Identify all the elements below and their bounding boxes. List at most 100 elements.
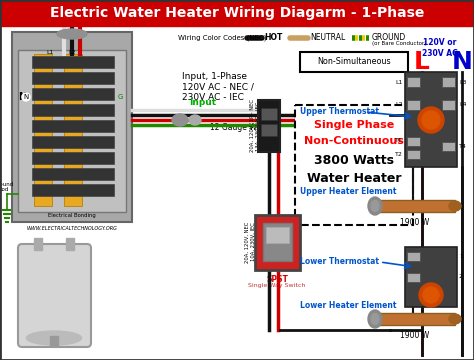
Bar [64,54,82,206]
Bar [407,137,420,146]
Text: L: L [414,50,430,74]
Bar [407,273,420,282]
Circle shape [422,111,440,129]
Text: L2: L2 [395,103,403,108]
Bar [407,252,420,261]
Bar [12,32,132,222]
Text: N: N [23,94,28,100]
Bar [32,152,114,164]
Ellipse shape [368,197,382,215]
Text: L1: L1 [68,14,76,20]
Text: 1900 W: 1900 W [401,218,429,227]
Bar [405,247,457,307]
Text: Single Phase: Single Phase [314,120,394,130]
Bar [18,50,126,212]
Text: L2: L2 [77,14,85,20]
Ellipse shape [371,201,379,211]
Bar [50,336,58,346]
Text: 12 Gauge Wire: 12 Gauge Wire [210,123,266,132]
Bar [407,100,420,110]
Ellipse shape [449,201,461,211]
Text: Upper Thermostat: Upper Thermostat [300,108,379,117]
Bar [263,223,292,261]
Bar [66,238,74,250]
Bar [266,227,289,243]
Text: N: N [452,50,473,74]
Text: Non-Continuous: Non-Continuous [304,136,404,146]
Text: T1: T1 [395,139,403,144]
Text: L1: L1 [396,80,403,85]
Ellipse shape [57,29,87,39]
Text: G: G [117,94,123,100]
Bar [407,77,420,87]
Text: Input, 1-Phase
120V AC - NEC /
230V AC - IEC: Input, 1-Phase 120V AC - NEC / 230V AC -… [182,72,254,102]
Ellipse shape [371,314,379,324]
Text: NEUTRAL: NEUTRAL [310,33,345,42]
FancyBboxPatch shape [18,244,91,347]
Bar [32,104,114,116]
Text: T4: T4 [459,144,467,148]
Bar [32,184,114,196]
Text: T2: T2 [395,152,403,157]
Text: (or Bare Conductor): (or Bare Conductor) [372,41,427,46]
Ellipse shape [189,115,201,125]
Text: Wiring Color Codes (NEC): Wiring Color Codes (NEC) [178,35,266,41]
Bar [375,200,455,212]
Ellipse shape [172,114,188,126]
Circle shape [423,287,439,303]
Text: Non-Simultaneous: Non-Simultaneous [317,58,391,67]
Text: Lower Heater Element: Lower Heater Element [300,301,396,310]
Text: 20A, 120V, 1P - NEC
13A, 230V AC - IEC: 20A, 120V, 1P - NEC 13A, 230V AC - IEC [250,99,260,153]
Text: Electrical Bonding: Electrical Bonding [48,213,96,219]
Text: 2: 2 [459,274,463,279]
Text: Input: Input [189,98,216,107]
Bar [32,72,114,84]
Bar [32,88,114,100]
Ellipse shape [27,331,82,345]
Bar [295,105,413,225]
Text: GROUND: GROUND [372,33,406,42]
Circle shape [418,107,444,133]
Text: 3800 Watts: 3800 Watts [314,154,394,167]
Text: Water Heater: Water Heater [307,171,401,184]
Bar [32,136,114,148]
Ellipse shape [449,314,461,324]
Text: Electric Water Heater Wiring Diagarm - 1-Phase: Electric Water Heater Wiring Diagarm - 1… [50,6,424,20]
Bar [34,54,52,206]
Text: L4: L4 [459,103,466,108]
Text: L2: L2 [68,49,76,54]
Text: 120V or
230V AC: 120V or 230V AC [422,38,458,58]
Bar [442,100,455,110]
Bar [261,124,277,136]
Bar [405,72,457,167]
Bar [0,0,474,26]
Text: Single Way Switch: Single Way Switch [248,283,306,288]
Text: HOT: HOT [264,33,283,42]
Bar [34,238,42,250]
Text: Lower Thermostat: Lower Thermostat [300,257,379,266]
Bar [258,100,280,152]
Bar [407,150,420,159]
Text: N: N [55,14,61,20]
Text: Upper Heater Element: Upper Heater Element [300,188,396,197]
Bar [255,215,300,270]
Bar [261,108,277,120]
Ellipse shape [368,310,382,328]
Ellipse shape [22,93,30,101]
Bar [32,120,114,132]
Bar [32,56,114,68]
Text: N: N [18,92,26,102]
Bar [375,313,455,325]
Text: 1: 1 [459,253,463,258]
Text: 20A, 120V, NEC
10A, 230V, IEC: 20A, 120V, NEC 10A, 230V, IEC [245,221,255,263]
Text: WWW.ELECTRICALTECHNOLOGY.ORG: WWW.ELECTRICALTECHNOLOGY.ORG [27,225,118,230]
Text: L3: L3 [459,80,466,85]
Bar [442,142,455,151]
Text: SPST: SPST [266,275,288,284]
Text: 1900 W: 1900 W [401,331,429,340]
Circle shape [419,283,443,307]
Bar [442,77,455,87]
Text: L1: L1 [46,49,54,54]
Text: Ground
Rod: Ground Rod [0,181,14,192]
Bar [300,52,408,72]
